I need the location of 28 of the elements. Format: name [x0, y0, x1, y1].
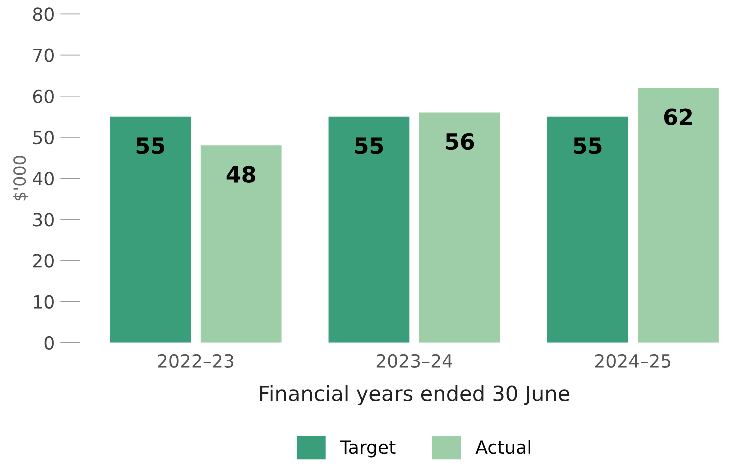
y-axis-title: $'000 — [13, 156, 28, 201]
legend-label: Target — [340, 440, 396, 458]
bar — [200, 146, 282, 343]
bar — [419, 112, 500, 343]
bar — [547, 116, 628, 343]
data-label: 62 — [664, 108, 692, 126]
x-tick-label: 2023–24 — [376, 354, 453, 368]
data-label: 48 — [226, 166, 256, 184]
y-tick-label: 40 — [33, 172, 54, 186]
x-axis-title: Financial years ended 30 June — [260, 385, 570, 406]
y-tick-label: 20 — [33, 254, 54, 268]
y-tick-label: 70 — [34, 48, 54, 62]
y-tick-label: 80 — [33, 8, 54, 22]
y-tick-label: 10 — [34, 295, 54, 309]
bar — [638, 88, 719, 343]
y-tick-label: 50 — [34, 130, 54, 145]
x-tick-label: 2024–25 — [596, 354, 671, 368]
bar — [328, 116, 410, 343]
y-tick-label: 60 — [33, 90, 54, 104]
data-label: 55 — [355, 138, 384, 154]
data-label: 55 — [136, 138, 165, 154]
legend-label: Actual — [476, 440, 530, 454]
bar — [110, 116, 192, 343]
x-tick-label: 2022–23 — [158, 354, 234, 368]
y-tick-label: 30 — [34, 213, 54, 227]
data-label: 55 — [574, 138, 602, 154]
y-tick-label: 0 — [44, 336, 54, 350]
data-label: 56 — [446, 133, 474, 150]
